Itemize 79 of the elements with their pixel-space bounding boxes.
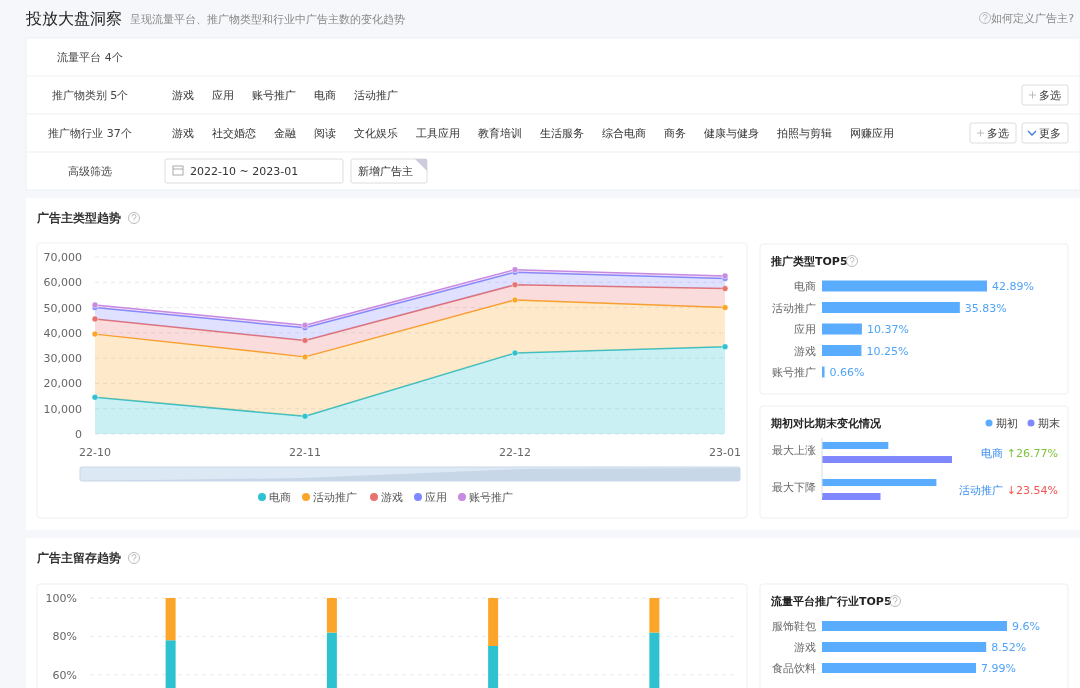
y-tick-label: 0: [75, 428, 82, 441]
chart-title: 广告主类型趋势: [36, 211, 121, 225]
y-tick-label: 30,000: [43, 352, 82, 366]
text: 教育培训: [478, 127, 522, 140]
text: 游戏: [172, 127, 194, 140]
text: 文化娱乐: [354, 127, 398, 140]
text: 多选: [1039, 89, 1061, 102]
chart-title: 广告主留存趋势: [36, 551, 121, 565]
text: 电商: [314, 89, 336, 102]
x-tick-label: 22-11: [289, 446, 321, 459]
legend-label: 账号推广: [469, 491, 513, 504]
y-tick-label: 80%: [52, 630, 77, 644]
text: 呈现流量平台、推广物类型和行业中广告主数的变化趋势: [130, 13, 405, 26]
text: 2022-10 ~ 2023-01: [190, 165, 299, 178]
text: 拍照与剪辑: [776, 127, 832, 140]
text: 生活服务: [540, 127, 584, 140]
y-tick-label: 60%: [52, 668, 77, 682]
y-tick-label: 最大下降: [772, 481, 816, 494]
y-tick-label: 电商: [794, 280, 816, 293]
data-label: 8.52%: [991, 641, 1027, 654]
text: 应用: [212, 89, 234, 102]
text: 活动推广: [354, 89, 398, 102]
y-tick-label: 40,000: [43, 326, 82, 340]
y-tick-label: 10,000: [43, 402, 82, 416]
y-tick-label: 活动推广: [772, 301, 816, 315]
y-tick-label: 100%: [45, 592, 77, 605]
y-tick-label: 账号推广: [772, 366, 816, 379]
y-tick-label: 20,000: [43, 377, 82, 391]
text: 流量平台 4个: [57, 51, 123, 64]
data-label: 35.83%: [964, 301, 1007, 315]
text: 账号推广: [252, 89, 296, 102]
text: 工具应用: [416, 127, 460, 140]
text: 新增广告主: [358, 165, 413, 178]
text: ↓23.54%: [1006, 484, 1058, 497]
data-label: 0.66%: [829, 366, 865, 379]
data-label: 10.37%: [866, 323, 909, 336]
y-tick-label: 游戏: [794, 641, 816, 654]
chart-title: 流量平台推广行业TOP5: [770, 595, 892, 608]
y-tick-label: 应用: [794, 323, 816, 336]
y-tick-label: 游戏: [794, 344, 816, 358]
data-label: 9.6%: [1012, 620, 1040, 633]
legend-label: 期末: [1038, 417, 1060, 430]
text: 游戏: [172, 89, 194, 102]
legend-label: 期初: [996, 417, 1018, 430]
y-tick-label: 50,000: [43, 301, 82, 315]
data-label: 10.25%: [866, 344, 909, 358]
text: 健康与健身: [704, 127, 759, 140]
text: 综合电商: [602, 127, 646, 140]
data-label: 7.99%: [980, 662, 1016, 675]
text: 商务: [664, 127, 686, 140]
x-tick-label: 22-10: [79, 446, 111, 459]
text: 阅读: [314, 127, 336, 140]
text: 投放大盘洞察: [25, 9, 122, 28]
text: 如何定义广告主?: [991, 12, 1075, 25]
legend-label: 电商: [269, 491, 291, 504]
text: 多选: [987, 127, 1009, 140]
x-tick-label: 23-01: [709, 446, 741, 459]
chart-title: 推广类型TOP5: [770, 255, 848, 268]
text: 活动推广: [958, 484, 1003, 497]
x-tick-label: 22-12: [499, 446, 531, 459]
text: ↑26.77%: [1006, 447, 1058, 460]
y-tick-label: 最大上涨: [772, 444, 816, 457]
chart-title: 期初对比期末变化情况: [770, 417, 882, 430]
y-tick-label: 服饰鞋包: [772, 620, 816, 633]
legend-label: 应用: [425, 491, 447, 504]
y-tick-label: 70,000: [43, 251, 82, 264]
text: 金融: [274, 127, 296, 140]
legend-label: 游戏: [381, 491, 403, 504]
legend-label: 活动推广: [313, 491, 357, 504]
text: 网赚应用: [850, 127, 894, 140]
text: 社交婚恋: [212, 127, 256, 140]
data-label: 42.89%: [992, 280, 1034, 293]
text: 高级筛选: [68, 165, 112, 178]
y-tick-label: 食品饮料: [772, 662, 816, 675]
y-tick-label: 60,000: [43, 276, 82, 290]
text: 推广物行业 37个: [48, 127, 132, 140]
text: 推广物类别 5个: [51, 89, 129, 102]
text: 更多: [1039, 127, 1061, 140]
text: 电商: [980, 447, 1003, 460]
